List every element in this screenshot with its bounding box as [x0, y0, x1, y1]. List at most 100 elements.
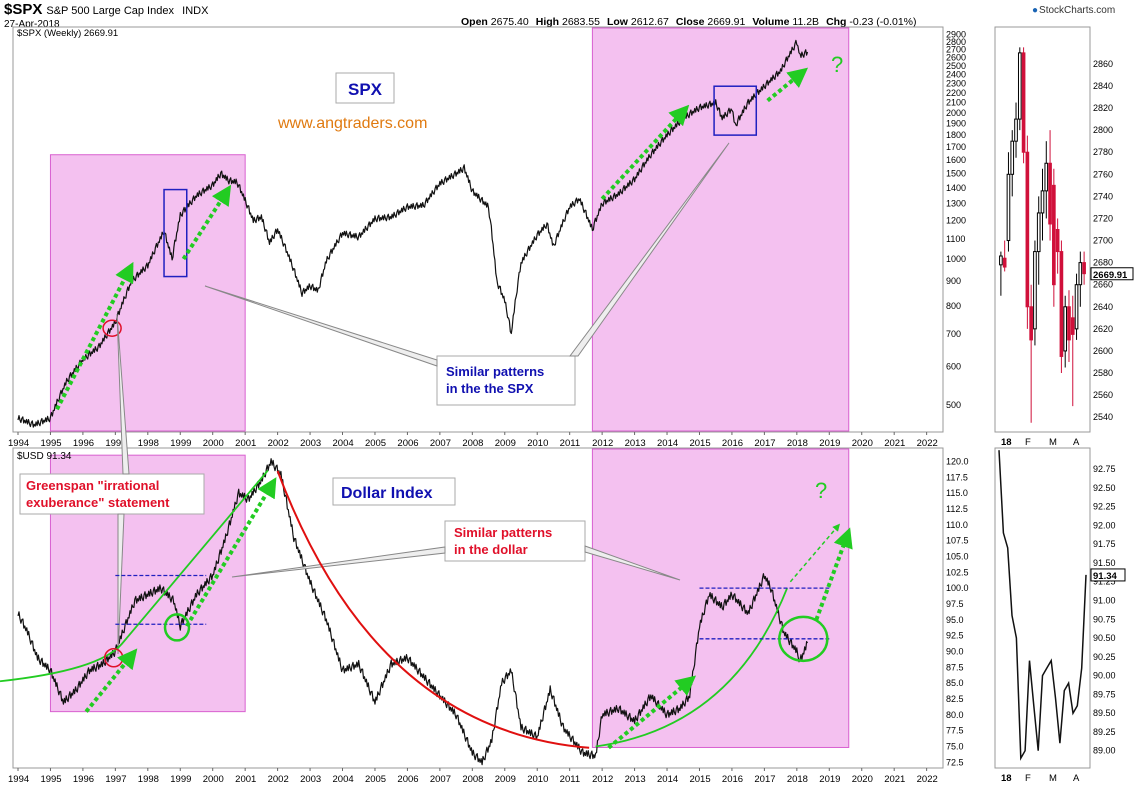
usd-daily-x-tick: 18	[1001, 773, 1012, 784]
spx-daily-candle	[1082, 262, 1086, 275]
usd-callout-line2: in the dollar	[454, 542, 528, 557]
spx-greenspan-circle	[102, 319, 122, 337]
ohlc-value-1: 2683.55	[561, 16, 600, 28]
usd-callout-line1: Similar patterns	[454, 525, 552, 540]
ohlc-label-1: High	[535, 16, 562, 28]
usd-green-arrow-4	[814, 527, 853, 621]
spx-x-tick: 2022	[917, 438, 938, 449]
usd-x-tick: 1997	[105, 774, 126, 785]
spx-y-tick: 2900	[946, 30, 966, 40]
usd-daily-y-tick: 91.25	[1093, 577, 1116, 587]
usd-y-tick: 117.5	[946, 472, 968, 482]
spx-daily-candle	[1067, 306, 1071, 341]
site-url: www.angtraders.com	[277, 115, 427, 132]
usd-y-tick: 105.0	[946, 551, 969, 561]
spx-daily-y-tick: 2580	[1093, 368, 1113, 378]
usd-x-tick: 2020	[852, 774, 873, 785]
spx-y-tick: 700	[946, 329, 961, 339]
usd-daily-x-tick: M	[1049, 773, 1057, 784]
spx-y-tick: 1500	[946, 169, 966, 179]
symbol: $SPX	[4, 1, 43, 18]
spx-callout-pointer-right	[569, 142, 730, 357]
greenspan-line1: Greenspan "irrational	[26, 478, 159, 493]
usd-daily-y-tick: 91.75	[1093, 539, 1116, 549]
usd-x-tick: 1999	[170, 774, 191, 785]
usd-x-tick: 1994	[8, 774, 29, 785]
usd-x-tick: 2009	[495, 774, 516, 785]
usd-y-tick: 80.0	[946, 710, 964, 720]
spx-daily-x-tick: A	[1073, 437, 1080, 448]
spx-y-tick: 1400	[946, 183, 966, 193]
usd-y-tick: 107.5	[946, 536, 969, 546]
usd-red-decline-curve	[276, 470, 590, 749]
spx-y-tick: 2200	[946, 88, 966, 98]
usd-label: Dollar Index	[341, 485, 433, 502]
usd-green-arrow-1	[84, 648, 138, 713]
spx-x-tick: 2002	[268, 438, 289, 449]
spx-callout-pointer-left	[204, 285, 438, 367]
usd-green-curve-2010s	[595, 587, 788, 748]
usd-y-tick: 110.0	[946, 520, 968, 530]
spx-y-tick: 1600	[946, 155, 966, 165]
spx-daily-candle	[1036, 212, 1041, 253]
spx-y-tick: 2100	[946, 98, 966, 108]
usd-y-tick: 75.0	[946, 741, 964, 751]
spx-daily-y-tick: 2800	[1093, 125, 1113, 135]
usd-price-line	[17, 458, 809, 766]
usd-x-tick: 2016	[722, 774, 743, 785]
exchange: INDX	[182, 5, 209, 17]
spx-y-tick: 1900	[946, 119, 966, 129]
usd-x-tick: 2014	[657, 774, 678, 785]
spx-daily-y-tick: 2560	[1093, 390, 1113, 400]
usd-daily-y-tick: 91.50	[1093, 558, 1116, 568]
spx-daily-candle	[1010, 140, 1015, 175]
spx-x-tick: 2010	[527, 438, 548, 449]
usd-daily-last-value: 91.34	[1093, 571, 1117, 582]
usd-y-tick: 112.5	[946, 504, 968, 514]
spx-x-tick: 2000	[203, 438, 224, 449]
usd-x-tick: 1996	[73, 774, 94, 785]
spx-daily-candle	[1074, 284, 1079, 330]
spx-daily-y-tick: 2620	[1093, 324, 1113, 334]
ohlc-label-0: Open	[461, 16, 491, 28]
spx-x-tick: 2019	[819, 438, 840, 449]
spx-pattern-box-2016	[713, 85, 758, 136]
spx-x-tick: 2016	[722, 438, 743, 449]
usd-green-arrow-2	[185, 477, 277, 628]
spx-daily-last-value: 2669.91	[1093, 270, 1128, 281]
usd-question-mark: ?	[815, 478, 827, 503]
spx-x-tick: 1996	[73, 438, 94, 449]
spx-daily-candle	[1006, 173, 1011, 242]
usd-y-tick: 95.0	[946, 615, 964, 625]
spx-daily-candle	[1040, 190, 1045, 214]
spx-daily-y-tick: 2780	[1093, 147, 1113, 157]
spx-daily-y-tick: 2680	[1093, 258, 1113, 268]
spx-y-tick: 2600	[946, 53, 966, 63]
spx-x-tick: 2003	[300, 438, 321, 449]
stockcharts-brand: StockCharts.com	[1032, 5, 1115, 16]
spx-daily-y-tick: 2660	[1093, 280, 1113, 290]
spx-x-tick: 2005	[365, 438, 386, 449]
spx-daily-x-tick: M	[1049, 437, 1057, 448]
usd-x-tick: 2021	[884, 774, 905, 785]
spx-daily-candle	[1063, 306, 1068, 352]
usd-projection-dashed	[789, 523, 840, 583]
usd-daily-y-tick: 89.00	[1093, 746, 1116, 756]
usd-x-tick: 2007	[430, 774, 451, 785]
spx-y-tick: 2400	[946, 69, 966, 79]
ohlc-label-5: Chg	[826, 16, 850, 28]
spx-x-tick: 1998	[138, 438, 159, 449]
spx-y-tick: 800	[946, 301, 961, 311]
spx-callout-box	[436, 355, 576, 406]
spx-y-tick: 2800	[946, 37, 966, 47]
spx-y-tick: 2300	[946, 78, 966, 88]
spx-legend: $SPX (Weekly) 2669.91	[17, 28, 118, 39]
ohlc-value-3: 2669.91	[707, 16, 746, 28]
usd-y-tick: 85.0	[946, 678, 964, 688]
usd-y-tick: 82.5	[946, 694, 964, 704]
ohlc-value-5: -0.23 (-0.01%)	[849, 16, 917, 28]
usd-y-tick: 92.5	[946, 631, 964, 641]
spx-x-tick: 1994	[8, 438, 29, 449]
